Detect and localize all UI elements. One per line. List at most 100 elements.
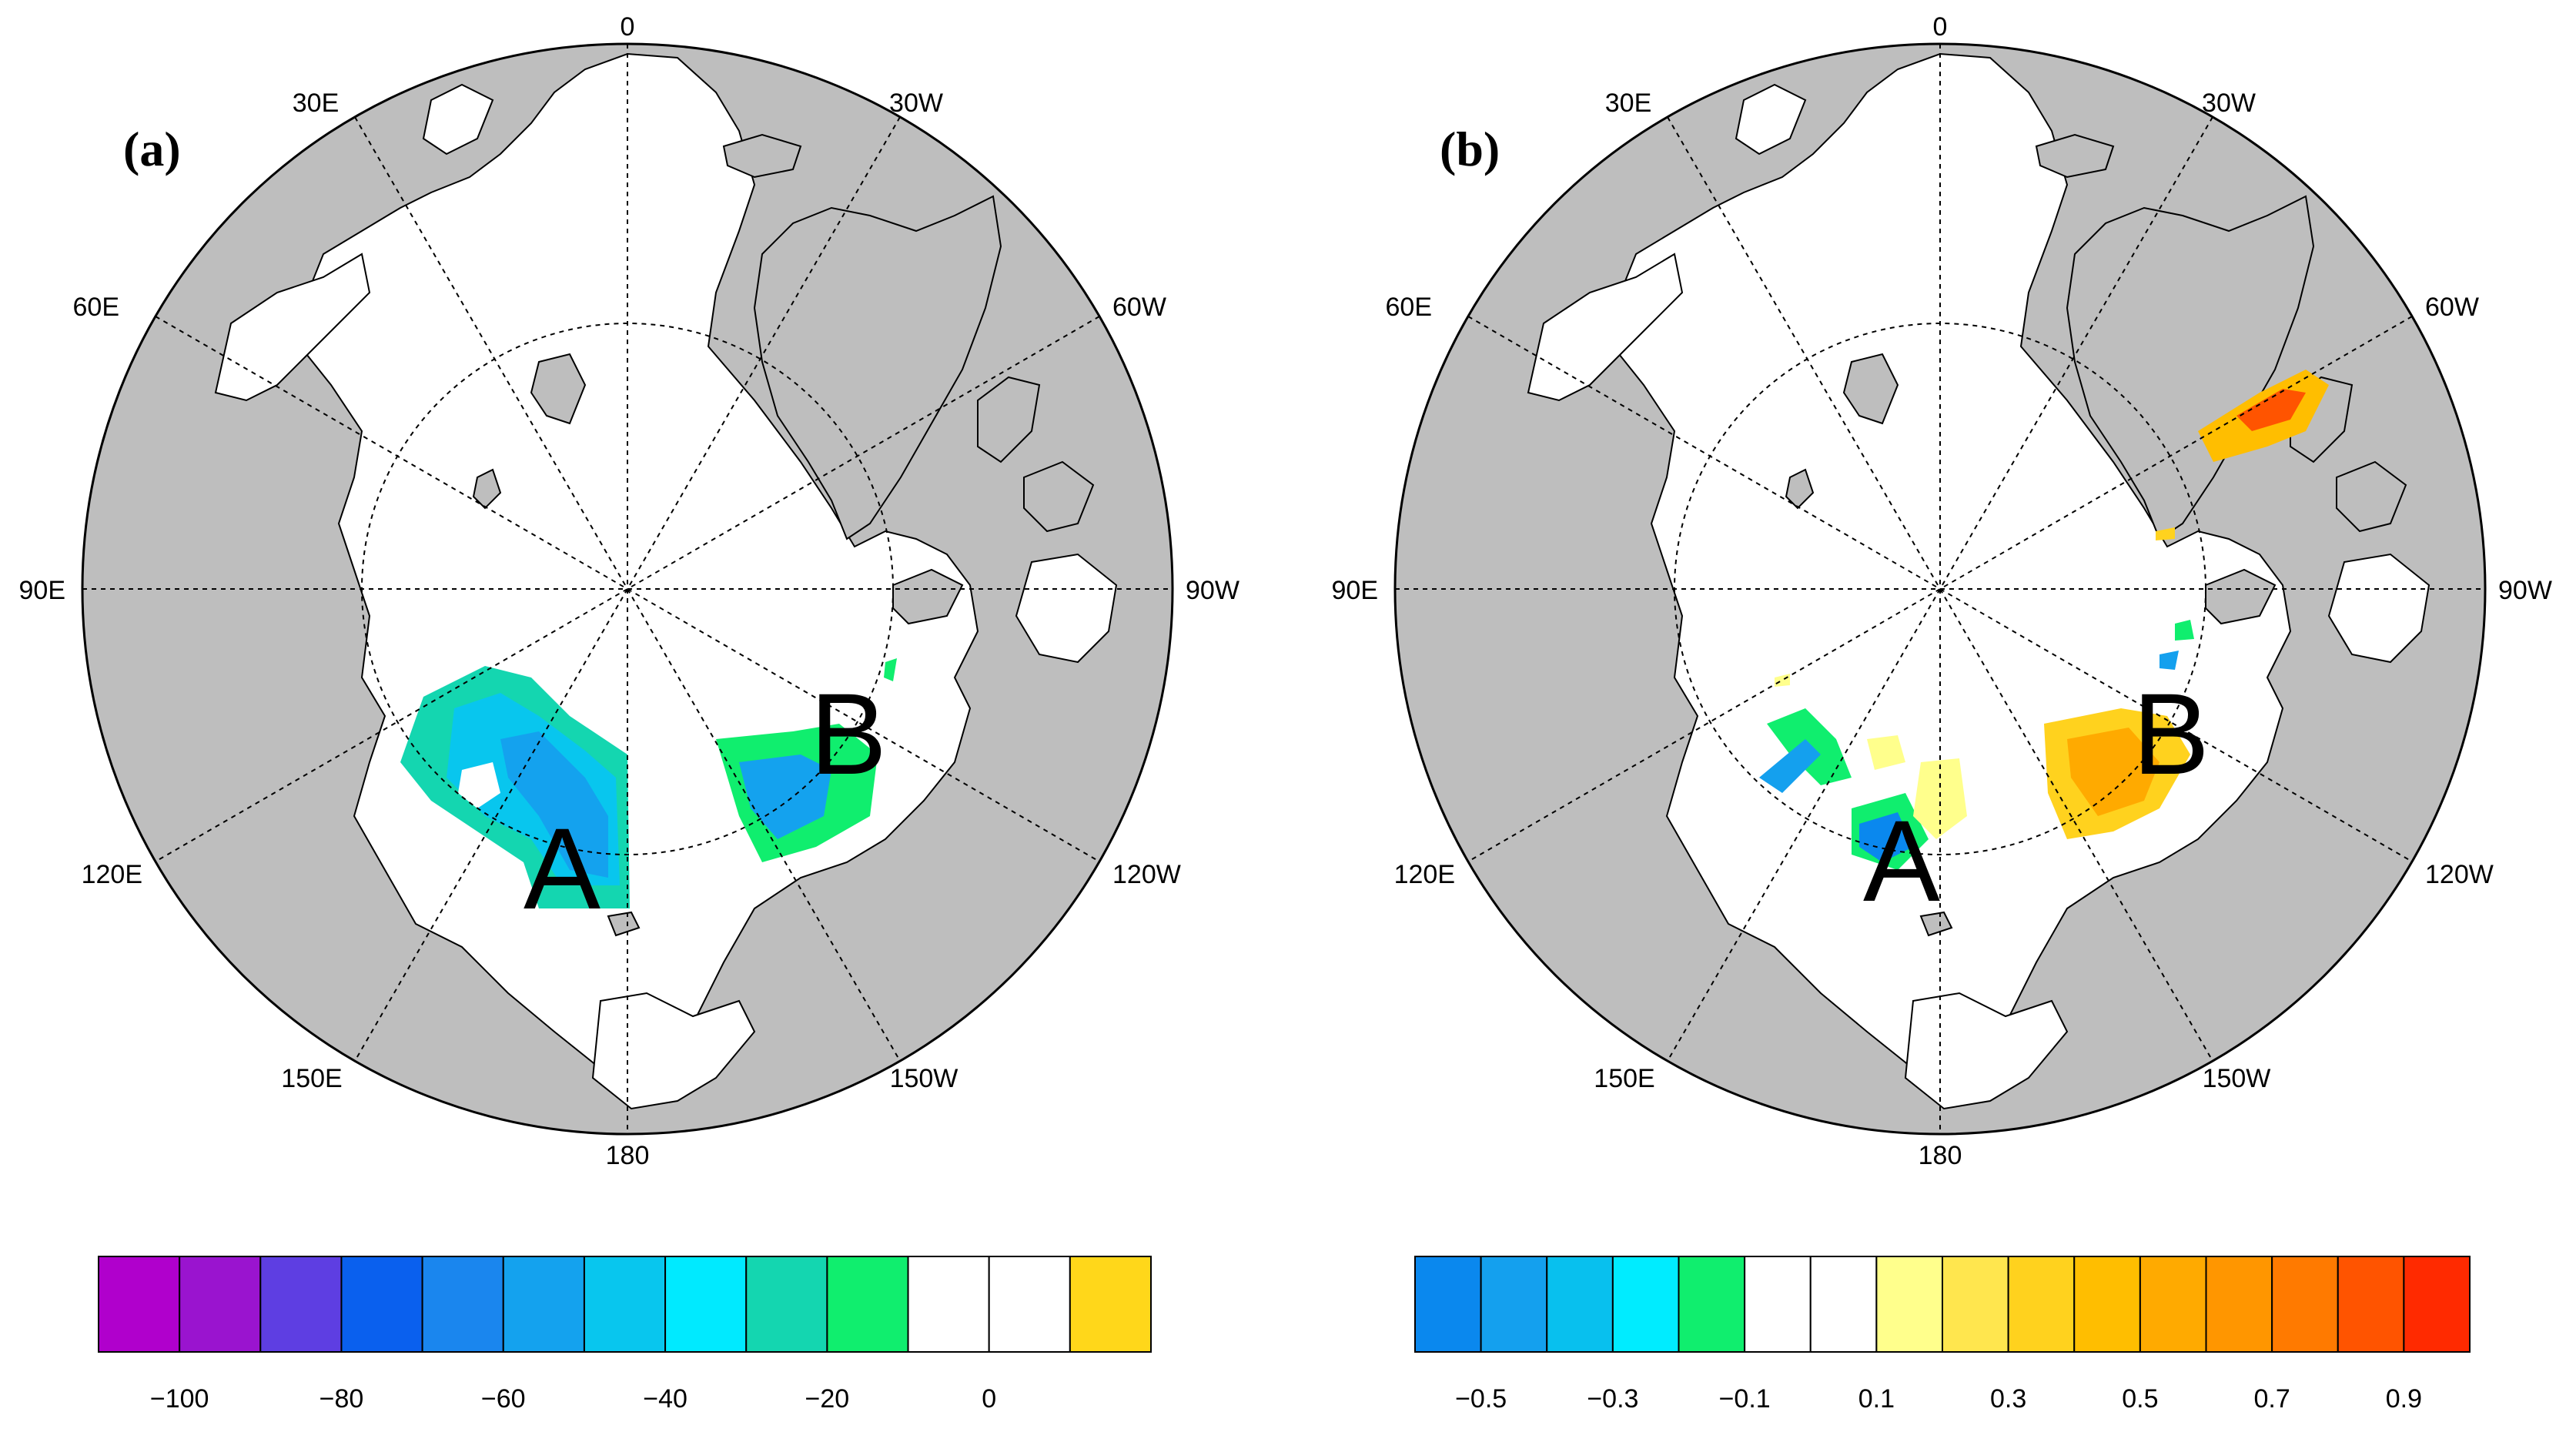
colorbar-swatch (98, 1256, 181, 1353)
panel-a-lon-90e: 90E (19, 576, 66, 605)
panel-b-lon-30w: 30W (2202, 89, 2256, 118)
panel-a-arch-2 (1023, 460, 1095, 533)
panel-a-lon-150e: 150E (281, 1064, 342, 1093)
panel-a-lon-60w: 60W (1112, 293, 1166, 322)
colorbar-swatch (502, 1256, 585, 1353)
colorbar-swatch (745, 1256, 828, 1353)
panel-b-lon-90w: 90W (2498, 576, 2552, 605)
panel-b-wrangel (1919, 911, 1953, 937)
panel-a-lon-30e: 30E (293, 89, 340, 118)
panel-b-anomaly-a-yellow (1913, 758, 1967, 839)
colorbar-label: −0.5 (1455, 1384, 1507, 1414)
colorbar-label: 0.7 (2253, 1384, 2290, 1414)
panel-b-island-1 (1785, 468, 1815, 510)
colorbar-label: −20 (805, 1384, 850, 1414)
panel-a-lon-120w: 120W (1112, 860, 1181, 889)
panel-b-tag: (b) (1440, 122, 1500, 176)
colorbar-swatch (664, 1256, 748, 1353)
panel-b-region-b: B (2133, 669, 2210, 798)
panel-b-anomaly-b-fleck-1 (2175, 620, 2194, 641)
colorbar-swatch (2403, 1256, 2471, 1353)
colorbar-swatch (1611, 1256, 1680, 1353)
colorbar-swatch (1809, 1256, 1878, 1353)
panel-a-anomaly-b-core (739, 754, 831, 839)
colorbar-swatch (2271, 1256, 2339, 1353)
panel-b-svalbard (1842, 353, 1899, 425)
colorbar-label: 0.1 (1858, 1384, 1895, 1414)
panel-a-lon-180: 180 (606, 1141, 650, 1170)
panel-b-graticule (1395, 44, 2485, 1134)
colorbar-swatch (2139, 1256, 2207, 1353)
colorbar-swatch (2337, 1256, 2405, 1353)
colorbar-swatch (988, 1256, 1071, 1353)
panel-b-arch-2 (2336, 460, 2407, 533)
panel-b-lon-180: 180 (1919, 1141, 1962, 1170)
panel-a-wrangel (607, 911, 641, 937)
colorbar-label: −40 (643, 1384, 687, 1414)
colorbar-swatch (1942, 1256, 2009, 1353)
panel-a-anomaly-a-core (500, 731, 608, 878)
panel-b-lon-30e: 30E (1605, 89, 1652, 118)
colorbar-label: −60 (481, 1384, 526, 1414)
colorbar-swatch (583, 1256, 667, 1353)
panel-a-tag: (a) (123, 122, 181, 176)
panel-a-island-1 (472, 468, 502, 510)
panel-a-lon-150w: 150W (890, 1064, 958, 1093)
panel-b-anomaly-a-speck (1775, 674, 1790, 687)
panel-b-lon-60w: 60W (2425, 293, 2479, 322)
panel-a-iceland (722, 133, 802, 179)
panel-b-lon-120w: 120W (2425, 860, 2494, 889)
colorbar-swatch (1069, 1256, 1153, 1353)
panel-b-anomaly-b-core (2067, 728, 2159, 816)
colorbar-label: 0.5 (2122, 1384, 2158, 1414)
panel-b-lon-90e: 90E (1332, 576, 1379, 605)
panel-b-colorbar: −0.5 −0.3 −0.1 0.1 0.3 0.5 0.7 0.9 (1414, 1256, 2471, 1414)
panel-b-bering (1904, 992, 2069, 1110)
colorbar-swatch (340, 1256, 423, 1353)
colorbar-swatch (2007, 1256, 2076, 1353)
panel-b-anomaly-a-lobe-core (1859, 812, 1913, 862)
colorbar-swatch (1546, 1256, 1614, 1353)
panel-a-region-b: B (810, 669, 887, 798)
colorbar-swatch (1414, 1256, 1482, 1353)
panel-b-nordic-water (1735, 83, 1807, 156)
panel-b: (b) (1332, 12, 2552, 1414)
colorbar-label: −100 (150, 1384, 209, 1414)
panel-a-barents-sea (214, 253, 371, 402)
panel-b-anomaly-a-yellow-2 (1867, 735, 1905, 770)
colorbar-swatch (179, 1256, 262, 1353)
colorbar-label: −0.1 (1719, 1384, 1771, 1414)
panel-a: (a) (19, 12, 1239, 1414)
panel-b-lon-150w: 150W (2203, 1064, 2271, 1093)
panel-a-lon-60e: 60E (73, 293, 120, 322)
colorbar-swatch (259, 1256, 343, 1353)
panel-b-region-a: A (1863, 796, 1940, 925)
panel-a-colorbar: −100 −80 −60 −40 −20 0 (98, 1256, 1153, 1414)
panel-a-lon-0: 0 (621, 12, 635, 42)
colorbar-label: 0.9 (2386, 1384, 2422, 1414)
panel-a-svalbard (530, 353, 587, 425)
panel-b-anomaly-a-blue-arm (1759, 739, 1821, 793)
panel-a-hudson-bay (1015, 553, 1118, 664)
colorbar-swatch (1480, 1256, 1548, 1353)
panel-b-anomaly-greenland-core (2236, 389, 2306, 431)
panel-b-lon-0: 0 (1933, 12, 1948, 42)
colorbar-swatch (1678, 1256, 1746, 1353)
colorbar-label: 0 (982, 1384, 996, 1414)
panel-a-boundary (81, 42, 1174, 1136)
colorbar-swatch (2073, 1256, 2141, 1353)
panel-a-graticule (82, 44, 1173, 1134)
panel-a-bering (591, 992, 756, 1110)
panel-a-anomaly-a-hole (458, 762, 500, 808)
colorbar-swatch (907, 1256, 990, 1353)
colorbar-label: −0.3 (1587, 1384, 1638, 1414)
panel-b-lon-150e: 150E (1594, 1064, 1654, 1093)
panel-a-anomaly-b-fleck (884, 658, 897, 681)
panel-b-hudson-bay (2327, 553, 2430, 664)
panel-b-iceland (2035, 133, 2115, 179)
panel-b-lon-60e: 60E (1386, 293, 1433, 322)
panel-a-lon-90w: 90W (1186, 576, 1239, 605)
panel-a-greenland (753, 195, 1002, 540)
panel-b-barents-sea (1527, 253, 1684, 402)
